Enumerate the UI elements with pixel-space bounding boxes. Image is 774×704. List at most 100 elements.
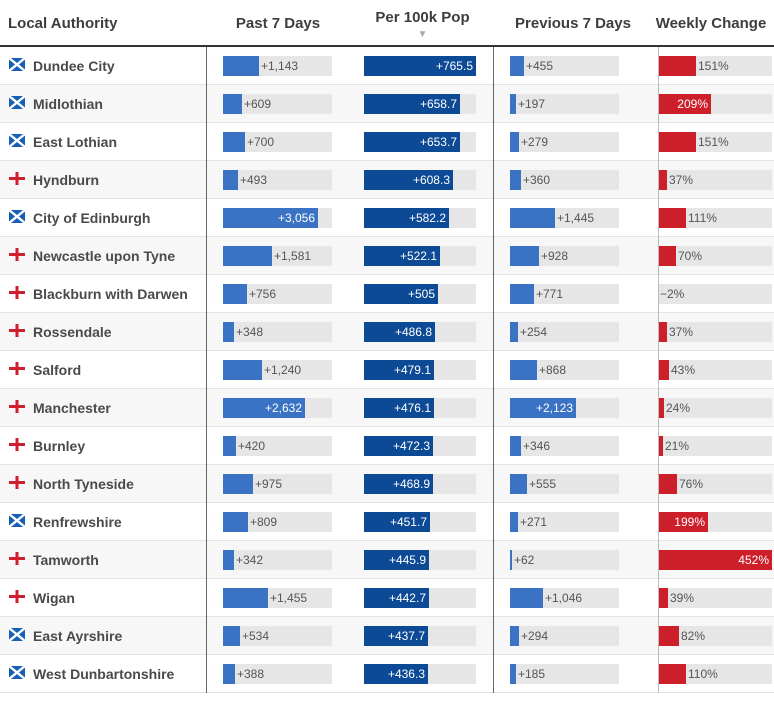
header-previous-7-days[interactable]: Previous 7 Days	[494, 0, 652, 46]
past-7-days-value: +809	[250, 515, 278, 529]
weekly-change-bar	[658, 474, 677, 494]
past-7-days-track: +1,581	[223, 246, 332, 266]
header-local-authority[interactable]: Local Authority	[8, 0, 198, 46]
per-100k-bar	[364, 208, 449, 228]
per-100k-track: +505	[364, 284, 476, 304]
header-per-100k[interactable]: Per 100k Pop ▼	[355, 0, 490, 46]
table-row[interactable]: Renfrewshire +809 +451.7 +271 199%	[0, 503, 774, 541]
weekly-change-value: 199%	[674, 515, 705, 529]
weekly-change-track: 452%	[658, 550, 772, 570]
table-row[interactable]: Hyndburn +493 +608.3 +360 37%	[0, 161, 774, 199]
weekly-change-value: 111%	[688, 211, 717, 225]
column-divider	[493, 47, 494, 693]
previous-7-days-value: +185	[518, 667, 546, 681]
past-7-days-bar	[223, 284, 247, 304]
weekly-change-value: 82%	[681, 629, 706, 643]
previous-7-days-bar	[510, 322, 518, 342]
past-7-days-value: +975	[255, 477, 283, 491]
per-100k-bar	[364, 322, 435, 342]
table-row[interactable]: City of Edinburgh +3,056 +582.2 +1,445 111%	[0, 199, 774, 237]
per-100k-value: +608.3	[412, 173, 450, 187]
england-flag-icon	[9, 476, 25, 489]
table-row[interactable]: West Dunbartonshire +388 +436.3 +185 110%	[0, 655, 774, 693]
previous-7-days-value: +1,046	[545, 591, 583, 605]
table-row[interactable]: Rossendale +348 +486.8 +254 37%	[0, 313, 774, 351]
per-100k-track: +437.7	[364, 626, 476, 646]
weekly-change-bar	[658, 550, 772, 570]
past-7-days-track: +348	[223, 322, 332, 342]
per-100k-bar	[364, 436, 433, 456]
per-100k-bar	[364, 664, 428, 684]
england-flag-icon	[9, 324, 25, 337]
table-row[interactable]: Dundee City +1,143 +765.5 +455 151%	[0, 47, 774, 85]
past-7-days-track: +975	[223, 474, 332, 494]
past-7-days-bar	[223, 360, 262, 380]
table-row[interactable]: Burnley +420 +472.3 +346 21%	[0, 427, 774, 465]
weekly-change-value: 452%	[738, 553, 769, 567]
previous-7-days-track: +360	[510, 170, 619, 190]
weekly-change-value: 110%	[688, 667, 718, 681]
per-100k-bar	[364, 588, 429, 608]
table-row[interactable]: East Lothian +700 +653.7 +279 151%	[0, 123, 774, 161]
weekly-change-bar	[658, 588, 668, 608]
table-row[interactable]: Wigan +1,455 +442.7 +1,046 39%	[0, 579, 774, 617]
local-authority-name: East Ayrshire	[33, 628, 123, 644]
per-100k-bar	[364, 56, 476, 76]
previous-7-days-bar	[510, 436, 521, 456]
header-past-7-days-label: Past 7 Days	[235, 14, 321, 32]
weekly-change-value: 24%	[666, 401, 691, 415]
per-100k-track: +472.3	[364, 436, 476, 456]
weekly-change-track: 37%	[658, 170, 772, 190]
previous-7-days-value: +555	[529, 477, 557, 491]
local-authority-name: Hyndburn	[33, 172, 100, 188]
per-100k-track: +451.7	[364, 512, 476, 532]
table-row[interactable]: North Tyneside +975 +468.9 +555 76%	[0, 465, 774, 503]
per-100k-value: +765.5	[435, 59, 473, 73]
weekly-change-track: 37%	[658, 322, 772, 342]
past-7-days-bar	[223, 626, 240, 646]
per-100k-track: +468.9	[364, 474, 476, 494]
past-7-days-value: +700	[247, 135, 275, 149]
past-7-days-track: +700	[223, 132, 332, 152]
table-row[interactable]: Midlothian +609 +658.7 +197 209%	[0, 85, 774, 123]
previous-7-days-track: +271	[510, 512, 619, 532]
weekly-change-track: 76%	[658, 474, 772, 494]
past-7-days-bar	[223, 208, 318, 228]
previous-7-days-bar	[510, 398, 576, 418]
table-row[interactable]: Salford +1,240 +479.1 +868 43%	[0, 351, 774, 389]
previous-7-days-bar	[510, 284, 534, 304]
past-7-days-value: +1,581	[274, 249, 312, 263]
table-row[interactable]: Blackburn with Darwen +756 +505 +771 −2%	[0, 275, 774, 313]
previous-7-days-value: +346	[523, 439, 551, 453]
previous-7-days-track: +185	[510, 664, 619, 684]
table-row[interactable]: Tamworth +342 +445.9 +62 452%	[0, 541, 774, 579]
previous-7-days-track: +279	[510, 132, 619, 152]
header-weekly-change[interactable]: Weekly Change	[652, 0, 770, 46]
previous-7-days-track: +294	[510, 626, 619, 646]
weekly-change-track: 110%	[658, 664, 772, 684]
per-100k-value: +436.3	[387, 667, 425, 681]
past-7-days-value: +756	[249, 287, 277, 301]
previous-7-days-value: +360	[523, 173, 551, 187]
per-100k-value: +468.9	[392, 477, 430, 491]
table-row[interactable]: East Ayrshire +534 +437.7 +294 82%	[0, 617, 774, 655]
previous-7-days-bar	[510, 474, 527, 494]
past-7-days-bar	[223, 170, 238, 190]
weekly-change-bar	[658, 170, 667, 190]
past-7-days-bar	[223, 56, 259, 76]
previous-7-days-bar	[510, 588, 543, 608]
table-row[interactable]: Newcastle upon Tyne +1,581 +522.1 +928 70%	[0, 237, 774, 275]
weekly-change-value: 70%	[678, 249, 703, 263]
england-flag-icon	[9, 400, 25, 413]
previous-7-days-value: +1,445	[557, 211, 595, 225]
weekly-change-bar	[658, 664, 686, 684]
local-authority-name: North Tyneside	[33, 476, 134, 492]
table-row[interactable]: Manchester +2,632 +476.1 +2,123 24%	[0, 389, 774, 427]
header-divider	[0, 45, 774, 47]
past-7-days-value: +3,056	[277, 211, 315, 225]
previous-7-days-value: +197	[518, 97, 546, 111]
per-100k-track: +658.7	[364, 94, 476, 114]
previous-7-days-track: +1,046	[510, 588, 619, 608]
local-authority-name: Renfrewshire	[33, 514, 122, 530]
header-past-7-days[interactable]: Past 7 Days	[206, 0, 350, 46]
